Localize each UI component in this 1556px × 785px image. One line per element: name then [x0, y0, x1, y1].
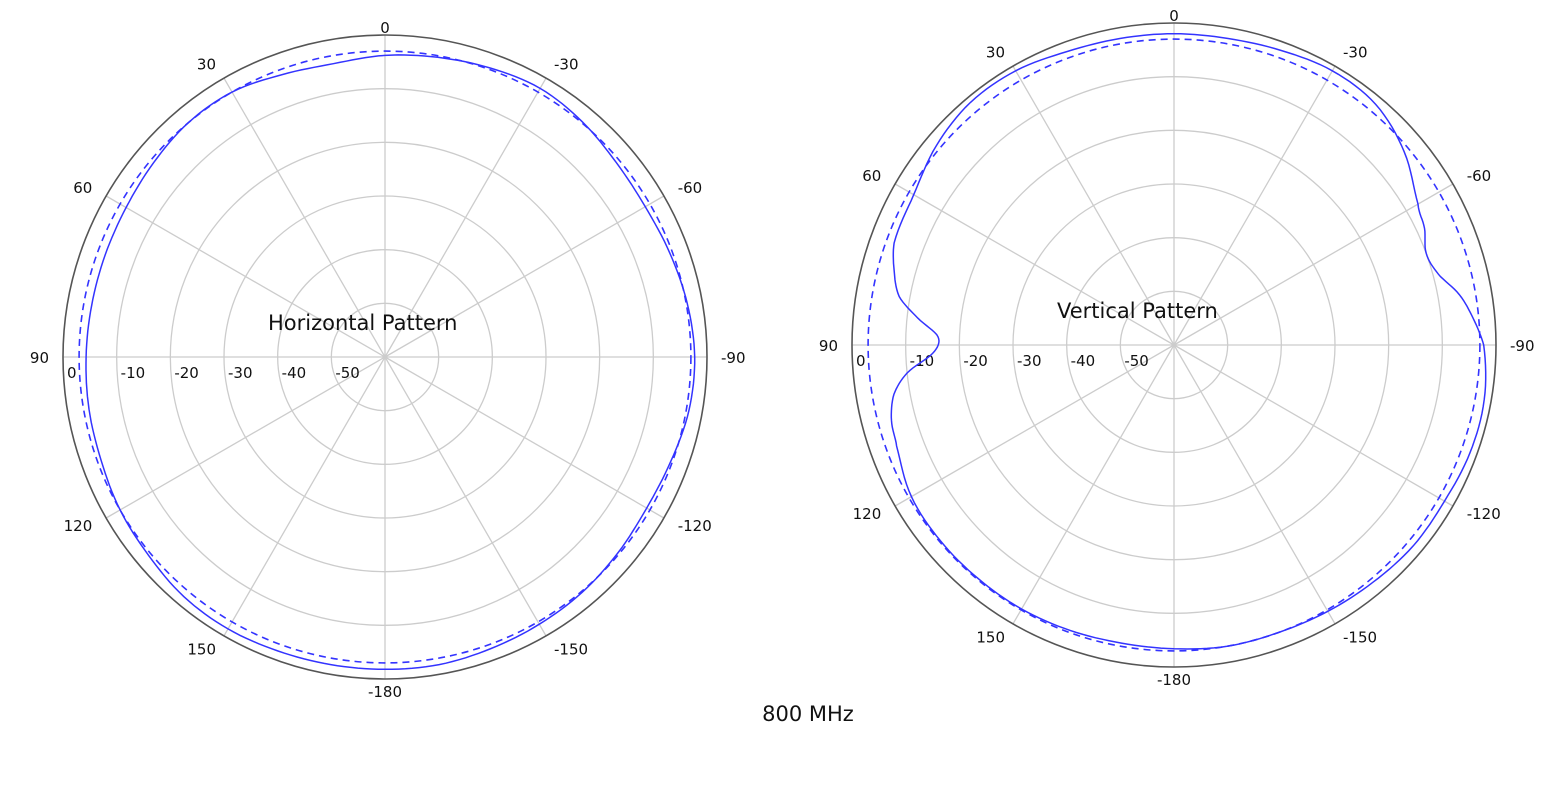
vertical-radial-tick-label: -50 — [1124, 352, 1149, 370]
vertical-grid-spoke — [1173, 183, 1454, 346]
horizontal-angle-tick-label: 90 — [30, 349, 49, 367]
frequency-caption: 800 MHz — [762, 702, 854, 726]
horizontal-angle-tick-label: -180 — [368, 683, 402, 701]
vertical-measured-trace — [890, 32, 1487, 650]
horizontal-radial-tick-label: -40 — [282, 364, 307, 382]
vertical-angle-tick-label: 30 — [986, 43, 1005, 61]
vertical-angle-tick-label: -150 — [1343, 629, 1377, 647]
vertical-outer-ring — [851, 22, 1497, 668]
horizontal-angle-tick-label: -120 — [678, 517, 712, 535]
horizontal-grid-spoke — [105, 356, 386, 519]
vertical-radial-tick-label: -40 — [1071, 352, 1096, 370]
vertical-angle-tick-label: -90 — [1510, 337, 1535, 355]
horizontal-radial-tick-label: -10 — [121, 364, 145, 382]
horizontal-angle-tick-label: 150 — [187, 641, 216, 659]
vertical-grid-spoke — [1173, 344, 1454, 507]
horizontal-radial-tick-label: -50 — [335, 364, 360, 382]
horizontal-angle-tick-label: 120 — [64, 517, 93, 535]
horizontal-angle-tick-label: -60 — [678, 179, 703, 197]
horizontal-angle-tick-label: 60 — [73, 179, 92, 197]
vertical-grid-spoke — [1173, 344, 1336, 625]
vertical-pattern-plot: 0 -10 -20 -30 -40 -500306090120150-180-150-12… — [819, 7, 1535, 689]
horizontal-angle-tick-label: -90 — [721, 349, 746, 367]
horizontal-angle-tick-label: -150 — [554, 641, 588, 659]
horizontal-grid-spoke — [223, 77, 386, 358]
horizontal-outer-ring — [62, 34, 708, 680]
vertical-angle-tick-label: 90 — [819, 337, 838, 355]
horizontal-reference-level-trace — [78, 50, 692, 664]
vertical-grid-spoke — [894, 344, 1175, 507]
vertical-angle-tick-label: 0 — [1169, 7, 1179, 25]
vertical-angle-tick-label: -60 — [1467, 167, 1492, 185]
vertical-radial-tick-label: -30 — [1017, 352, 1042, 370]
horizontal-grid-spoke — [384, 77, 547, 358]
horizontal-measured-trace — [85, 54, 696, 671]
horizontal-pattern-plot: 0 -10 -20 -30 -40 -50 0 30 60 90 120 150 -180 -150 -12… — [30, 19, 746, 701]
horizontal-angle-tick-label: -30 — [554, 55, 579, 73]
vertical-angle-tick-label: -180 — [1157, 671, 1191, 689]
horizontal-radial-tick-label: -20 — [174, 364, 199, 382]
horizontal-angle-tick-label: 0 — [380, 19, 390, 37]
vertical-angle-tick-label: 150 — [976, 629, 1005, 647]
vertical-angle-tick-label: -30 — [1343, 43, 1368, 61]
horizontal-radial-tick-label: 0 — [67, 364, 77, 382]
vertical-grid-spoke — [1012, 65, 1175, 346]
horizontal-grid-spoke — [384, 356, 547, 637]
vertical-grid-spoke — [894, 183, 1175, 346]
horizontal-grid-spoke — [384, 356, 665, 519]
horizontal-grid-spoke — [384, 195, 665, 358]
vertical-reference-level-trace — [867, 38, 1481, 652]
horizontal-pattern-title: Horizontal Pattern — [268, 311, 457, 335]
horizontal-grid-spoke — [223, 356, 386, 637]
horizontal-grid-spoke — [105, 195, 386, 358]
vertical-pattern-title: Vertical Pattern — [1057, 299, 1218, 323]
vertical-angle-tick-label: -120 — [1467, 505, 1501, 523]
vertical-angle-tick-label: 120 — [853, 505, 882, 523]
vertical-angle-tick-label: 60 — [862, 167, 881, 185]
vertical-radial-tick-label: -20 — [963, 352, 988, 370]
vertical-grid-spoke — [1012, 344, 1175, 625]
vertical-radial-tick-label: 0 — [856, 352, 866, 370]
vertical-grid-spoke — [1173, 65, 1336, 346]
horizontal-radial-tick-label: -30 — [228, 364, 253, 382]
horizontal-angle-tick-label: 30 — [197, 55, 216, 73]
